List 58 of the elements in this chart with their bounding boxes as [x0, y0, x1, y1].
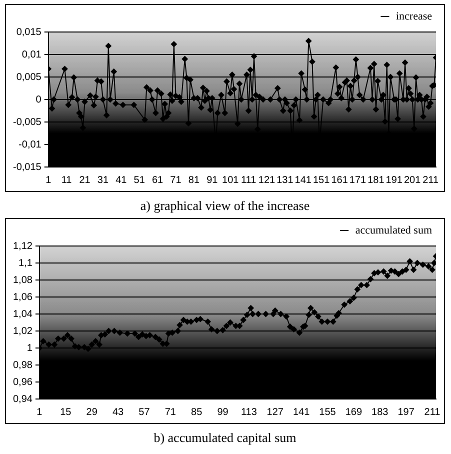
x-tick-label: 31 — [97, 174, 109, 186]
y-tick-label: 1,08 — [12, 274, 33, 286]
y-tick-label: 1,04 — [12, 308, 33, 320]
x-tick-label: 211 — [424, 406, 441, 418]
x-tick-label: 29 — [86, 406, 98, 418]
x-tick-label: 51 — [134, 174, 146, 186]
y-tick-label: 1,06 — [12, 292, 33, 303]
x-tick-label: 1 — [46, 174, 52, 186]
x-tick-label: 141 — [294, 174, 312, 186]
y-tick-label: 1 — [26, 342, 33, 354]
text: b) accumulated capital sum — [152, 430, 298, 446]
x-tick-label: 57 — [138, 406, 150, 418]
x-tick-label: 183 — [372, 406, 389, 418]
x-tick-label: 61 — [152, 174, 164, 186]
legend-label: accumulated sum — [355, 224, 432, 236]
x-tick-label: 11 — [61, 174, 72, 186]
x-tick-label: 131 — [276, 174, 294, 186]
x-tick-label: 71 — [170, 174, 182, 186]
x-tick-label: 111 — [240, 174, 257, 186]
y-tick-label: 0,005 — [16, 72, 42, 83]
y-tick-label: 0,01 — [22, 49, 42, 60]
x-tick-label: 211 — [422, 174, 439, 186]
x-tick-label: 121 — [258, 174, 276, 186]
x-tick-label: 99 — [217, 406, 229, 418]
y-tick-label: 0,94 — [12, 394, 33, 405]
x-tick-label: 197 — [398, 406, 415, 418]
x-tick-label: 71 — [164, 406, 176, 418]
y-tick-label: 1,02 — [12, 326, 33, 337]
x-tick-label: 151 — [313, 174, 330, 186]
x-tick-label: 127 — [266, 406, 284, 418]
x-tick-label: 161 — [331, 174, 348, 186]
x-tick-label: 155 — [319, 406, 336, 418]
x-tick-label: 21 — [79, 174, 91, 186]
legend-label: increase — [396, 10, 432, 22]
x-tick-label: 101 — [222, 174, 240, 186]
y-tick-label: 0,96 — [12, 376, 33, 388]
x-tick-label: 169 — [345, 406, 362, 418]
y-tick-label: -0,005 — [12, 116, 42, 128]
x-tick-label: 141 — [292, 406, 310, 418]
x-tick-label: 15 — [60, 406, 72, 418]
y-tick-label: 1,1 — [18, 258, 33, 269]
x-tick-label: 43 — [112, 406, 124, 418]
y-tick-label: 0,015 — [16, 26, 42, 38]
text: a) graphical view of the increase — [139, 198, 311, 214]
y-tick-label: 0 — [36, 94, 42, 106]
x-tick-label: 201 — [404, 174, 422, 186]
x-tick-label: 85 — [191, 406, 203, 418]
x-tick-label: 181 — [368, 174, 385, 186]
y-tick-label: -0,01 — [18, 139, 42, 150]
x-tick-label: 41 — [116, 174, 128, 186]
x-tick-label: 171 — [349, 174, 367, 186]
y-tick-label: 1,12 — [12, 240, 33, 252]
y-tick-label: 0,98 — [12, 360, 33, 371]
x-tick-label: 91 — [206, 174, 218, 186]
y-tick-label: -0,015 — [12, 162, 42, 173]
x-tick-label: 191 — [386, 174, 403, 186]
x-tick-label: 113 — [240, 406, 258, 418]
x-tick-label: 81 — [188, 174, 200, 186]
